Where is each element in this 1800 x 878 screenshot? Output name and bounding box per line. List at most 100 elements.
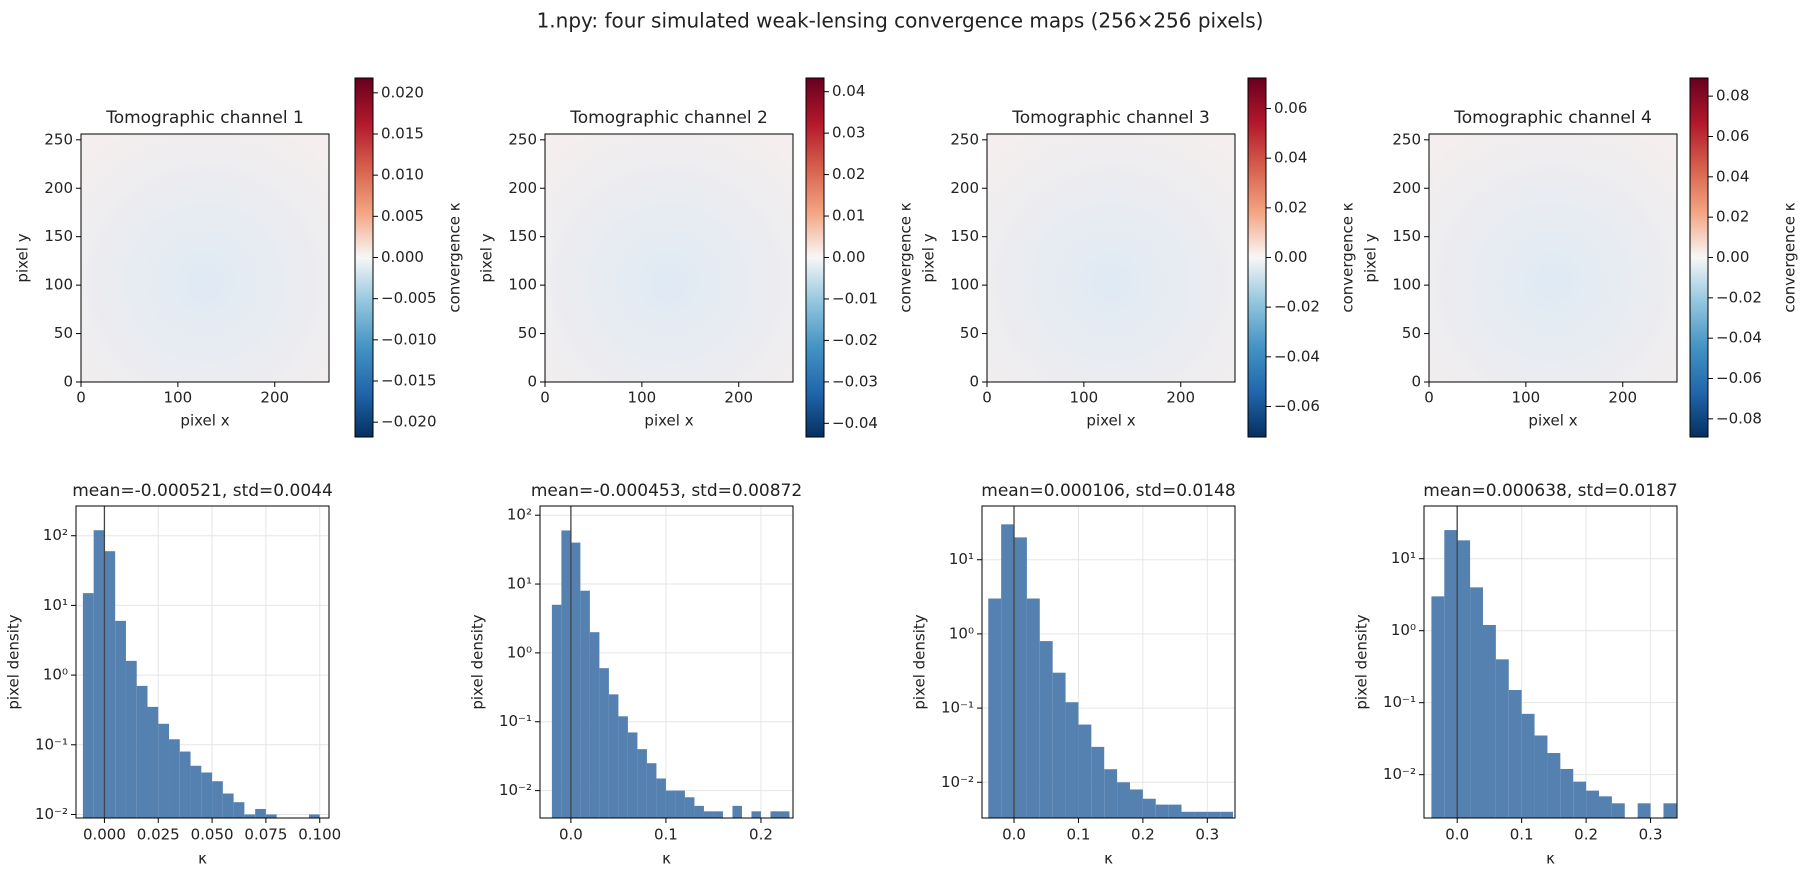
colorbar-label: convergence κ <box>1339 202 1357 312</box>
colorbar-tick-label: −0.02 <box>832 331 878 349</box>
y-tick-label: 10¹ <box>949 550 974 568</box>
bar <box>1168 804 1182 818</box>
bar <box>179 751 191 818</box>
panel-title: Tomographic channel 1 <box>105 108 304 128</box>
y-tick-label: 10⁰ <box>1391 621 1416 639</box>
bar <box>1104 769 1118 818</box>
y-tick-label: 250 <box>1392 130 1421 148</box>
y-tick-label: 50 <box>960 324 979 342</box>
bar <box>779 811 790 818</box>
y-tick-label: 50 <box>54 324 73 342</box>
panel-title: mean=-0.000521, std=0.0044 <box>72 481 333 501</box>
bar <box>190 765 202 818</box>
y-tick-label: 10¹ <box>43 596 68 614</box>
y-tick-label: 0 <box>527 373 537 391</box>
bar <box>1663 803 1677 818</box>
bar <box>244 814 256 818</box>
y-axis-label: pixel y <box>478 233 496 282</box>
y-tick-label: 150 <box>44 227 73 245</box>
colorbar-tick-label: 0.01 <box>832 207 865 225</box>
y-tick-label: 10⁻² <box>35 805 68 823</box>
y-tick-label: 10⁻¹ <box>941 699 974 717</box>
colorbar-tick-label: 0.08 <box>1716 87 1749 105</box>
bar <box>675 790 685 818</box>
x-tick-label: 0.2 <box>749 826 773 844</box>
y-tick-label: 100 <box>508 276 537 294</box>
panel-title: mean=0.000106, std=0.0148 <box>981 481 1235 501</box>
bar <box>988 598 1002 818</box>
bar <box>618 716 628 818</box>
y-tick-label: 250 <box>950 130 979 148</box>
axes-frame <box>986 133 1236 383</box>
y-tick-label: 10⁻¹ <box>1383 693 1416 711</box>
bar <box>1431 596 1445 818</box>
colorbar-tick-label: −0.03 <box>832 372 878 390</box>
bar <box>222 793 234 818</box>
y-tick-label: 10⁻² <box>941 773 974 791</box>
y-tick-label: 100 <box>1392 276 1421 294</box>
bar <box>265 814 277 818</box>
colorbar-tick-label: −0.010 <box>381 330 437 348</box>
bar <box>551 604 562 818</box>
bar <box>125 660 137 818</box>
bar <box>1194 811 1208 818</box>
y-tick-label: 10⁰ <box>43 666 68 684</box>
y-axis-label: pixel density <box>1353 614 1371 709</box>
bar <box>1155 804 1169 818</box>
y-tick-label: 0 <box>969 373 979 391</box>
x-tick-label: 200 <box>1608 389 1637 407</box>
x-tick-label: 0.3 <box>1639 826 1663 844</box>
y-tick-label: 10⁻² <box>1383 765 1416 783</box>
x-tick-label: 0 <box>1424 389 1434 407</box>
y-tick-label: 50 <box>1402 324 1421 342</box>
x-tick-label: 0.1 <box>1510 826 1534 844</box>
bar <box>1482 625 1496 818</box>
axes-frame <box>539 505 794 819</box>
colorbar-tick-label: 0.00 <box>832 248 865 266</box>
x-tick-label: 100 <box>164 389 193 407</box>
x-tick-label: 0.0 <box>1445 826 1469 844</box>
x-tick-label: 0.2 <box>1574 826 1598 844</box>
x-axis-label: pixel x <box>1086 412 1135 430</box>
colorbar-tick-label: 0.03 <box>832 124 865 142</box>
bar <box>1117 782 1130 818</box>
bar <box>608 694 619 818</box>
x-tick-label: 0 <box>76 389 86 407</box>
bar <box>169 739 180 818</box>
bar <box>1444 530 1458 818</box>
bar <box>1014 537 1027 818</box>
panel-title: mean=-0.000453, std=0.00872 <box>531 481 802 501</box>
x-tick-label: 0.2 <box>1131 826 1155 844</box>
bar <box>136 685 148 818</box>
colorbar-tick-label: 0.02 <box>1716 208 1749 226</box>
colorbar-tick-label: −0.08 <box>1716 409 1762 427</box>
colorbar-tick-label: −0.04 <box>832 414 878 432</box>
colorbar-label: convergence κ <box>1781 202 1799 312</box>
bar <box>589 632 600 818</box>
y-tick-label: 150 <box>508 227 537 245</box>
bar <box>1207 811 1221 818</box>
y-axis-label: pixel density <box>911 614 929 709</box>
bar <box>599 668 609 818</box>
y-tick-label: 0 <box>63 373 73 391</box>
y-tick-label: 10¹ <box>507 575 532 593</box>
colorbar-tick-label: −0.04 <box>1716 329 1762 347</box>
figure-title: 1.npy: four simulated weak-lensing conve… <box>537 9 1264 33</box>
bars <box>988 524 1234 818</box>
y-tick-label: 200 <box>508 179 537 197</box>
panel-title: Tomographic channel 2 <box>569 108 768 128</box>
bar <box>1078 724 1092 818</box>
y-tick-label: 150 <box>1392 227 1421 245</box>
bar <box>1521 713 1535 818</box>
x-tick-label: 0 <box>540 389 550 407</box>
map-image <box>987 134 1235 382</box>
x-axis-label: pixel x <box>180 412 229 430</box>
y-tick-label: 10⁰ <box>949 624 974 642</box>
x-axis-label: κ <box>662 850 671 868</box>
bar <box>1508 690 1522 818</box>
colorbar-tick-label: 0.04 <box>832 82 865 100</box>
bar <box>713 811 723 818</box>
bar <box>1637 803 1651 818</box>
colorbar-tick-label: 0.00 <box>1716 248 1749 266</box>
x-tick-label: 0.025 <box>137 826 180 844</box>
